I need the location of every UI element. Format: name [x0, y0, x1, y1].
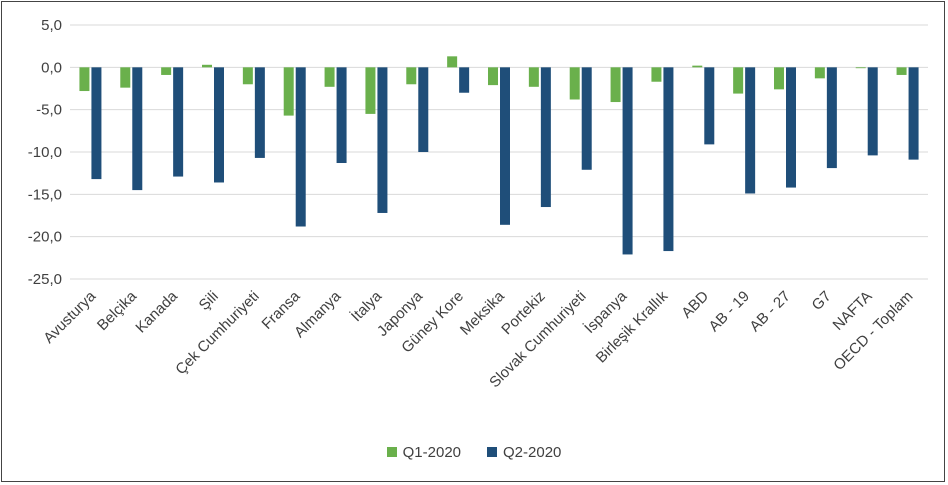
bar-q1	[120, 67, 131, 88]
bar-q2	[786, 67, 796, 188]
legend-item-q1: Q1-2020	[386, 443, 461, 461]
bar-q2	[418, 67, 429, 152]
bar-q1	[692, 65, 703, 68]
bar-q2	[867, 67, 878, 156]
bar-q2	[908, 67, 919, 160]
x-category-label: Birleşik Krallık	[593, 287, 672, 366]
x-category-label: Almanya	[291, 287, 345, 341]
y-tick-label: -5,0	[36, 102, 62, 119]
bar-q1	[814, 67, 825, 79]
legend: Q1-2020 Q2-2020	[0, 441, 948, 463]
bar-q1	[855, 67, 866, 69]
legend-swatch-q2	[487, 447, 497, 457]
bar-q1	[896, 67, 907, 75]
legend-label-q2: Q2-2020	[503, 443, 562, 461]
bar-q2	[173, 67, 184, 177]
y-tick-label: -15,0	[28, 186, 62, 203]
x-category-label: Meksika	[457, 287, 508, 338]
bar-q2	[581, 67, 592, 170]
x-category-label: AB - 27	[746, 288, 793, 335]
y-tick-label: -10,0	[28, 144, 62, 161]
bar-q1	[79, 67, 90, 92]
x-category-label: ABD	[678, 288, 712, 322]
bar-q2	[622, 67, 633, 255]
bar-q2	[745, 67, 756, 194]
bar-q1	[528, 67, 539, 87]
bar-q2	[663, 67, 674, 252]
bar-q2	[500, 67, 510, 225]
y-tick-label: -25,0	[28, 271, 62, 288]
bar-q1	[774, 67, 784, 90]
bar-q1	[365, 67, 376, 114]
bar-q1	[324, 67, 335, 87]
bar-q2	[214, 67, 224, 183]
x-category-label: Avusturya	[40, 287, 99, 346]
bar-q2	[295, 67, 306, 227]
x-category-label: Şili	[196, 288, 222, 314]
bar-q2	[377, 67, 388, 213]
bar-q2	[336, 67, 347, 164]
gridlines	[70, 24, 928, 280]
bar-q1	[733, 67, 744, 94]
x-category-label: Belçika	[94, 287, 141, 334]
x-category-label: Kanada	[132, 287, 181, 336]
bar-q2	[540, 67, 551, 208]
x-category-label: G7	[809, 288, 835, 314]
bar-q2	[704, 67, 715, 145]
bar-q1	[651, 67, 662, 82]
bar-q1	[447, 56, 458, 68]
x-category-label: İtalya	[347, 287, 386, 326]
bar-q1	[283, 67, 294, 116]
legend-item-q2: Q2-2020	[487, 444, 561, 461]
bar-q2	[132, 67, 143, 191]
bar-q1	[406, 67, 417, 85]
bar-q1	[242, 67, 253, 85]
bar-q2	[254, 67, 265, 158]
bars	[79, 56, 919, 255]
y-tick-label: 0,0	[41, 59, 62, 76]
bar-q2	[459, 67, 470, 93]
bar-q1	[569, 67, 580, 100]
y-tick-label: -20,0	[28, 229, 62, 246]
legend-swatch-q1	[386, 447, 397, 457]
bar-q1	[202, 64, 212, 68]
bar-q2	[826, 67, 837, 169]
y-tick-label: 5,0	[41, 17, 62, 34]
bar-q1	[161, 67, 172, 75]
y-axis: 5,0 0,0 -5,0 -10,0 -15,0 -20,0 -25,0	[28, 17, 62, 288]
bar-q1	[610, 67, 621, 103]
bar-q2	[91, 67, 102, 180]
x-category-label: AB - 19	[706, 288, 753, 335]
legend-label-q1: Q1-2020	[402, 443, 461, 461]
bar-q1	[488, 67, 498, 86]
